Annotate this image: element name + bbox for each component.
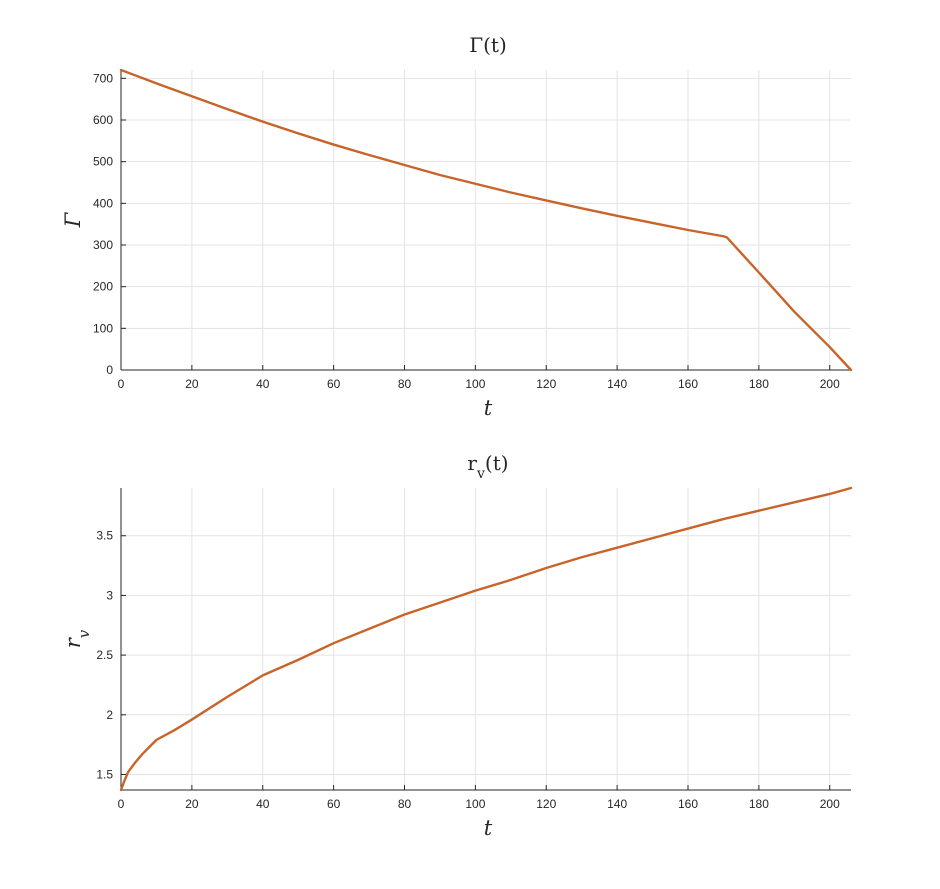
x-tick-label: 200 [820, 797, 840, 811]
x-axis-label: t [484, 396, 493, 420]
x-tick-label: 180 [749, 797, 769, 811]
y-tick-label: 100 [93, 321, 113, 335]
series-line [119, 68, 853, 372]
x-tick-label: 180 [749, 377, 769, 391]
chart-panel-rv: 0 20 40 60 80 100 120 140 160 180 200 1.5 2 2.5 3 3.5 rv… [61, 451, 853, 840]
y-tick-label: 500 [93, 155, 113, 169]
x-tick-label: 100 [465, 377, 485, 391]
y-tick-label: 0 [106, 363, 113, 377]
x-tick-label: 200 [820, 377, 840, 391]
series-line [119, 486, 853, 792]
x-tick-label: 160 [678, 377, 698, 391]
x-tick-label: 0 [118, 377, 125, 391]
x-tick-label: 40 [256, 797, 270, 811]
x-tick-label: 60 [327, 797, 341, 811]
y-tick-label: 3.5 [96, 529, 113, 543]
x-axis-label: t [484, 816, 493, 840]
x-tick-label: 20 [185, 797, 199, 811]
y-tick-label: 200 [93, 280, 113, 294]
y-tick-label: 3 [106, 588, 113, 602]
x-tick-label: 80 [398, 797, 412, 811]
y-axis-label: Γ [61, 211, 85, 228]
chart-title: Γ(t) [469, 33, 507, 57]
x-tick-label: 40 [256, 377, 270, 391]
y-tick-label: 600 [93, 113, 113, 127]
y-tick-label: 1.5 [96, 767, 113, 781]
x-tick-label: 140 [607, 377, 627, 391]
x-tick-label: 20 [185, 377, 199, 391]
x-tick-label: 0 [118, 797, 125, 811]
x-tick-label: 120 [536, 797, 556, 811]
y-tick-label: 2 [106, 708, 113, 722]
x-tick-label: 80 [398, 377, 412, 391]
y-axis-label: rv [61, 629, 93, 648]
x-tick-label: 120 [536, 377, 556, 391]
x-tick-label: 100 [465, 797, 485, 811]
y-tick-label: 300 [93, 238, 113, 252]
x-tick-label: 140 [607, 797, 627, 811]
y-tick-label: 2.5 [96, 648, 113, 662]
y-tick-label: 700 [93, 71, 113, 85]
chart-panel-gamma: 0 20 40 60 80 100 120 140 160 180 200 0 100 200 300 400… [61, 33, 853, 420]
chart-title: rv(t) [467, 451, 508, 482]
x-tick-label: 60 [327, 377, 341, 391]
y-tick-label: 400 [93, 196, 113, 210]
x-tick-label: 160 [678, 797, 698, 811]
